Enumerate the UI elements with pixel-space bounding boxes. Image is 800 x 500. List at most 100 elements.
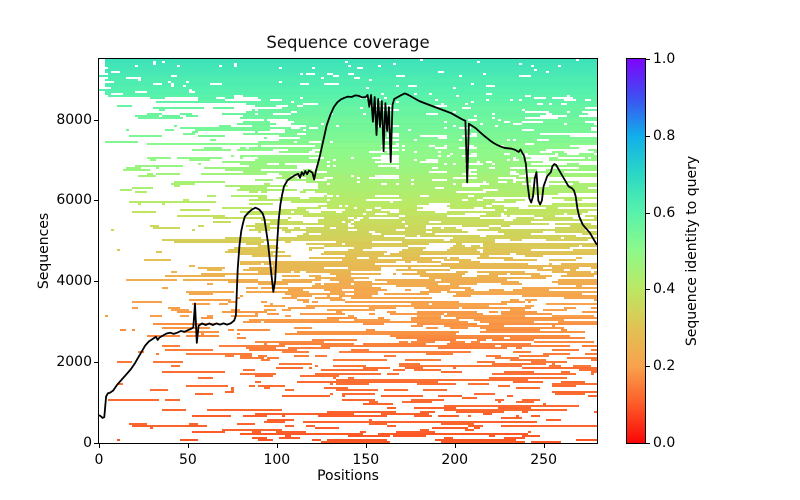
msa-row-segment <box>333 141 597 143</box>
msa-row-segment <box>483 249 531 251</box>
msa-row-segment <box>561 65 597 67</box>
msa-row-segment <box>573 97 597 99</box>
msa-row-segment <box>240 357 264 359</box>
msa-row-segment <box>405 221 429 223</box>
msa-row-segment <box>531 75 597 77</box>
msa-row-segment <box>213 221 231 223</box>
msa-row-segment <box>324 225 348 227</box>
msa-row-segment <box>324 195 327 197</box>
msa-row-segment <box>228 249 270 251</box>
msa-row-segment <box>108 95 234 97</box>
msa-row-segment <box>552 325 555 327</box>
msa-row-segment <box>480 321 534 323</box>
msa-row-segment <box>534 129 591 131</box>
msa-row-segment <box>471 127 591 129</box>
msa-row-segment <box>324 387 348 389</box>
msa-row-segment <box>174 125 177 127</box>
msa-row-segment <box>237 333 240 335</box>
msa-row-segment <box>105 93 111 95</box>
msa-row-segment <box>246 213 363 215</box>
msa-row-segment <box>561 275 594 277</box>
msa-row-segment <box>162 287 168 289</box>
msa-row-segment <box>453 237 561 239</box>
msa-row-segment <box>174 241 264 243</box>
x-tick-mark <box>454 444 456 448</box>
msa-row-segment <box>285 333 456 335</box>
msa-row-segment <box>486 181 498 183</box>
msa-row-segment <box>240 147 246 149</box>
msa-row-segment <box>483 199 495 201</box>
msa-row-segment <box>552 363 555 365</box>
msa-row-segment <box>471 245 480 247</box>
msa-row-segment <box>189 423 198 425</box>
msa-row-segment <box>156 63 234 65</box>
msa-row-segment <box>318 219 354 221</box>
msa-row-segment <box>105 71 111 73</box>
msa-row-segment <box>243 133 297 135</box>
msa-row-segment <box>207 283 213 285</box>
msa-row-segment <box>183 331 219 333</box>
msa-row-segment <box>273 265 597 267</box>
msa-row-segment <box>369 87 453 89</box>
msa-row-segment <box>417 315 441 317</box>
msa-row-segment <box>222 311 267 313</box>
msa-row-segment <box>294 327 312 329</box>
msa-row-segment <box>483 123 513 125</box>
msa-row-segment <box>306 227 330 229</box>
plot-area <box>98 58 598 444</box>
msa-row-segment <box>420 411 435 413</box>
msa-row-segment <box>246 103 303 105</box>
msa-row-segment <box>312 339 357 341</box>
msa-row-segment <box>534 215 555 217</box>
msa-row-segment <box>222 429 282 431</box>
msa-row-segment <box>309 247 324 249</box>
msa-row-segment <box>522 123 564 125</box>
msa-row-segment <box>492 93 597 95</box>
msa-row-segment <box>300 313 345 315</box>
msa-row-segment <box>549 157 558 159</box>
msa-row-segment <box>423 389 447 391</box>
msa-row-segment <box>582 345 597 347</box>
msa-row-segment <box>306 243 342 245</box>
msa-row-segment <box>552 103 561 105</box>
msa-row-segment <box>330 165 333 167</box>
msa-row-segment <box>243 321 261 323</box>
msa-row-segment <box>480 185 531 187</box>
msa-row-segment <box>240 155 381 157</box>
msa-row-segment <box>531 415 540 417</box>
msa-row-segment <box>264 119 267 121</box>
msa-row-segment <box>399 183 411 185</box>
msa-row-segment <box>354 293 378 295</box>
msa-row-segment <box>321 153 450 155</box>
msa-row-segment <box>279 135 387 137</box>
y-tick-label: 4000 <box>56 273 92 290</box>
msa-row-segment <box>393 201 516 203</box>
msa-row-segment <box>438 347 507 349</box>
msa-row-segment <box>324 123 480 125</box>
msa-row-segment <box>348 377 354 379</box>
msa-row-segment <box>474 319 564 321</box>
msa-row-segment <box>153 323 216 325</box>
msa-row-segment <box>180 315 189 317</box>
msa-row-segment <box>405 289 411 291</box>
msa-row-segment <box>243 369 255 371</box>
msa-row-segment <box>543 403 546 405</box>
msa-row-segment <box>504 145 570 147</box>
msa-row-segment <box>189 81 279 83</box>
msa-row-segment <box>315 145 381 147</box>
msa-row-segment <box>381 395 423 397</box>
msa-row-segment <box>522 287 597 289</box>
msa-row-segment <box>462 225 489 227</box>
msa-row-segment <box>399 157 513 159</box>
msa-row-segment <box>201 333 204 335</box>
msa-row-segment <box>330 279 354 281</box>
colorbar-tick-mark <box>646 443 650 444</box>
msa-row-segment <box>285 131 597 133</box>
msa-row-segment <box>231 387 234 389</box>
msa-row-segment <box>384 389 408 391</box>
msa-row-segment <box>411 341 435 343</box>
msa-row-segment <box>309 367 312 369</box>
msa-row-segment <box>474 101 597 103</box>
msa-row-segment <box>207 269 222 271</box>
msa-row-segment <box>237 297 240 299</box>
